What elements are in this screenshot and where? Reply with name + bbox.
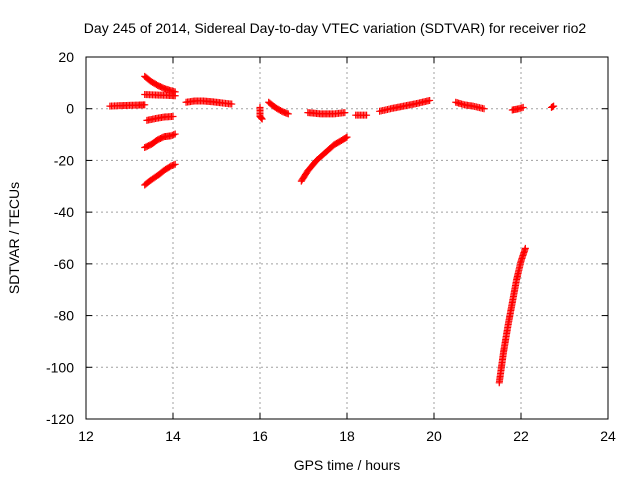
x-tick-label: 16 xyxy=(252,428,268,444)
x-tick-label: 18 xyxy=(339,428,355,444)
data-point xyxy=(363,111,371,119)
x-tick-label: 14 xyxy=(165,428,181,444)
x-tick-label: 24 xyxy=(600,428,616,444)
y-tick-label: 20 xyxy=(58,49,74,65)
data-point xyxy=(519,103,527,111)
data-point xyxy=(550,102,558,110)
data-point xyxy=(521,244,529,252)
data-point xyxy=(169,112,177,120)
data-point xyxy=(426,96,434,104)
y-tick-label: -60 xyxy=(54,256,74,272)
data-point xyxy=(342,134,350,142)
data-point xyxy=(171,92,179,100)
chart-title: Day 245 of 2014, Sidereal Day-to-day VTE… xyxy=(84,20,587,36)
y-tick-label: -40 xyxy=(54,204,74,220)
data-point xyxy=(258,115,266,123)
data-point xyxy=(170,161,178,169)
data-point xyxy=(228,100,236,108)
y-tick-label: -120 xyxy=(46,411,74,427)
data-markers xyxy=(106,72,558,387)
y-tick-label: -20 xyxy=(54,152,74,168)
plot-frame xyxy=(85,56,609,420)
data-point xyxy=(480,105,488,113)
x-axis-label: GPS time / hours xyxy=(294,457,401,473)
data-point xyxy=(549,103,557,111)
data-point xyxy=(170,131,178,139)
x-tick-label: 22 xyxy=(513,428,529,444)
y-tick-label: -100 xyxy=(46,359,74,375)
data-point xyxy=(341,109,349,117)
grid xyxy=(86,57,608,419)
x-tick-label: 12 xyxy=(78,428,94,444)
y-tick-label: -80 xyxy=(54,308,74,324)
x-tick-label: 20 xyxy=(426,428,442,444)
data-point xyxy=(141,101,149,109)
axis-ticks: 12 14 16 18 20 22 24 20 0 -20 -40 -60 -80 -100 -120 xyxy=(46,49,616,444)
data-point xyxy=(257,114,265,122)
data-point xyxy=(171,160,179,168)
y-axis-label: SDTVAR / TECUs xyxy=(6,182,22,294)
y-tick-label: 0 xyxy=(66,101,74,117)
data-point xyxy=(257,113,265,121)
data-point xyxy=(343,133,351,141)
data-point xyxy=(171,130,179,138)
data-point xyxy=(284,110,292,118)
